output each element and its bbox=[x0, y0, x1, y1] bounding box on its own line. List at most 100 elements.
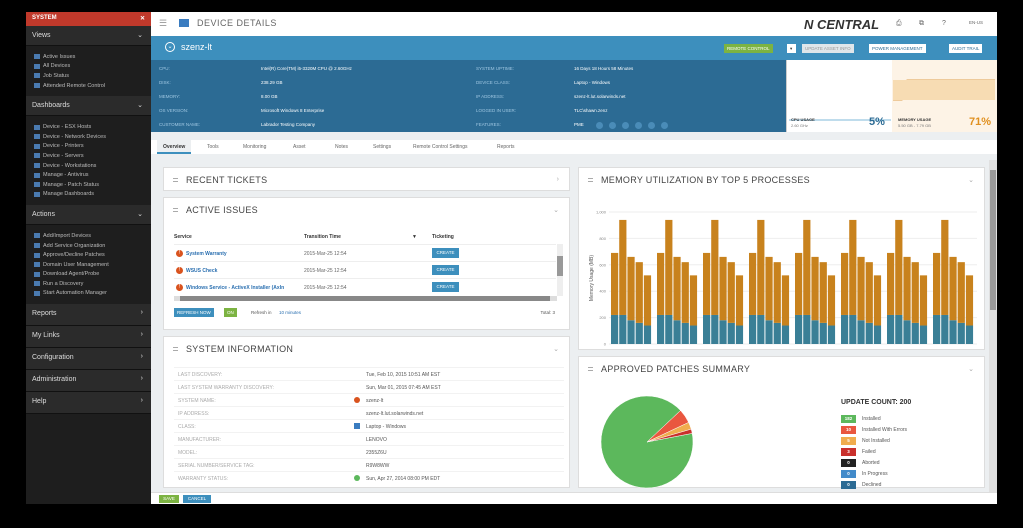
sidebar-item-add-import-devices[interactable]: Add/Import Devices bbox=[34, 231, 151, 241]
bar-segment[interactable] bbox=[673, 256, 681, 321]
bar-segment[interactable] bbox=[865, 322, 873, 344]
tab-reports[interactable]: Reports bbox=[497, 144, 515, 150]
close-icon[interactable]: ✕ bbox=[139, 16, 145, 22]
bar-segment[interactable] bbox=[781, 325, 790, 344]
bar-segment[interactable] bbox=[773, 262, 781, 323]
bar-segment[interactable] bbox=[673, 320, 681, 344]
update-asset-button[interactable]: UPDATE ASSET INFO bbox=[802, 44, 854, 53]
bar-segment[interactable] bbox=[849, 219, 857, 315]
bar-segment[interactable] bbox=[895, 314, 903, 344]
table-row[interactable]: ! System Warranty 2015-Mar-25 12:54 CREATE bbox=[174, 244, 556, 261]
sidebar-item-active-issues[interactable]: Active Issues bbox=[34, 52, 151, 62]
bar-segment[interactable] bbox=[657, 252, 665, 315]
issues-scrollbar[interactable] bbox=[557, 244, 563, 296]
bar-segment[interactable] bbox=[711, 219, 719, 315]
feature-icon[interactable] bbox=[596, 122, 603, 129]
bar-segment[interactable] bbox=[689, 325, 698, 344]
chevron-right-icon[interactable]: › bbox=[556, 176, 559, 183]
sidebar-item-domain-user-management[interactable]: Domain User Management bbox=[34, 260, 151, 270]
print-icon[interactable]: ⎙ bbox=[896, 20, 902, 27]
bar-segment[interactable] bbox=[941, 219, 949, 315]
bar-segment[interactable] bbox=[665, 219, 673, 315]
bar-segment[interactable] bbox=[903, 320, 911, 344]
pie-slice-failed[interactable] bbox=[646, 428, 693, 443]
bar-segment[interactable] bbox=[841, 314, 849, 344]
drag-handle-icon[interactable] bbox=[173, 178, 178, 182]
bar-segment[interactable] bbox=[911, 322, 919, 344]
sidebar-section-administration[interactable]: Administration › bbox=[26, 370, 151, 393]
chevron-down-icon[interactable]: ⌄ bbox=[968, 177, 974, 184]
table-row[interactable]: ! WSUS Check 2015-Mar-25 12:54 CREATE bbox=[174, 261, 556, 278]
sidebar-item-device-network-devices[interactable]: Device - Network Devices bbox=[34, 132, 151, 142]
sidebar-item-download-agent-probe[interactable]: Download Agent/Probe bbox=[34, 270, 151, 280]
bar-segment[interactable] bbox=[933, 314, 941, 344]
bar-segment[interactable] bbox=[933, 252, 941, 315]
issues-h-scrollbar[interactable] bbox=[174, 296, 557, 301]
column-ticketing[interactable]: Ticketing bbox=[432, 234, 454, 240]
bar-segment[interactable] bbox=[827, 325, 836, 344]
sidebar-item-device-esx-hosts[interactable]: Device - ESX Hosts bbox=[34, 122, 151, 132]
bar-segment[interactable] bbox=[941, 314, 949, 344]
bar-segment[interactable] bbox=[857, 256, 865, 321]
service-link[interactable]: Windows Service - ActiveX Installer (AxI… bbox=[186, 285, 285, 291]
auto-refresh-toggle[interactable]: ON bbox=[224, 308, 237, 317]
tab-monitoring[interactable]: Monitoring bbox=[243, 144, 267, 150]
sidebar-item-start-automation-manager[interactable]: Start Automation Manager bbox=[34, 289, 151, 299]
bar-segment[interactable] bbox=[611, 252, 619, 315]
bar-segment[interactable] bbox=[689, 275, 698, 326]
sidebar-item-device-workstations[interactable]: Device - Workstations bbox=[34, 161, 151, 171]
tab-notes[interactable]: Notes bbox=[335, 144, 349, 150]
bar-segment[interactable] bbox=[795, 314, 803, 344]
sidebar-item-manage-patch-status[interactable]: Manage - Patch Status bbox=[34, 180, 151, 190]
feature-icon[interactable] bbox=[661, 122, 668, 129]
tab-tools[interactable]: Tools bbox=[207, 144, 219, 150]
bar-segment[interactable] bbox=[865, 262, 873, 323]
bar-segment[interactable] bbox=[903, 256, 911, 321]
chevron-down-icon[interactable]: ⌄ bbox=[165, 42, 175, 52]
bar-segment[interactable] bbox=[819, 262, 827, 323]
sidebar-item-run-a-discovery[interactable]: Run a Discovery bbox=[34, 279, 151, 289]
bar-segment[interactable] bbox=[749, 314, 757, 344]
bar-segment[interactable] bbox=[627, 320, 635, 344]
bar-segment[interactable] bbox=[949, 256, 957, 321]
bar-segment[interactable] bbox=[711, 314, 719, 344]
bar-segment[interactable] bbox=[665, 314, 673, 344]
bar-segment[interactable] bbox=[703, 314, 711, 344]
bar-segment[interactable] bbox=[719, 256, 727, 321]
bar-segment[interactable] bbox=[957, 322, 965, 344]
sidebar-item-manage-dashboards[interactable]: Manage Dashboards bbox=[34, 190, 151, 200]
bar-segment[interactable] bbox=[803, 314, 811, 344]
bar-segment[interactable] bbox=[681, 262, 689, 323]
bar-segment[interactable] bbox=[841, 252, 849, 315]
bar-segment[interactable] bbox=[703, 252, 711, 315]
feature-icon[interactable] bbox=[648, 122, 655, 129]
sidebar-item-manage-antivirus[interactable]: Manage - Antivirus bbox=[34, 170, 151, 180]
bar-segment[interactable] bbox=[635, 322, 643, 344]
bar-segment[interactable] bbox=[803, 219, 811, 315]
bar-segment[interactable] bbox=[681, 322, 689, 344]
bar-segment[interactable] bbox=[765, 320, 773, 344]
bar-segment[interactable] bbox=[635, 262, 643, 323]
bar-segment[interactable] bbox=[735, 275, 744, 326]
remote-control-dropdown[interactable]: ▾ bbox=[787, 44, 796, 53]
sidebar-section-configuration[interactable]: Configuration › bbox=[26, 348, 151, 371]
column-transition-time[interactable]: Transition Time bbox=[304, 234, 341, 240]
tab-overview[interactable]: Overview bbox=[157, 140, 192, 154]
power-management-button[interactable]: POWER MANAGEMENT bbox=[869, 44, 926, 53]
bar-segment[interactable] bbox=[811, 256, 819, 321]
bar-segment[interactable] bbox=[919, 325, 928, 344]
bar-segment[interactable] bbox=[619, 314, 627, 344]
bar-segment[interactable] bbox=[627, 256, 635, 321]
bar-segment[interactable] bbox=[873, 325, 882, 344]
bar-segment[interactable] bbox=[857, 320, 865, 344]
bar-segment[interactable] bbox=[957, 262, 965, 323]
save-button[interactable]: SAVE bbox=[159, 495, 179, 503]
cancel-button[interactable]: CANCEL bbox=[183, 495, 211, 503]
tab-remote-control-settings[interactable]: Remote Control Settings bbox=[413, 144, 468, 150]
bar-segment[interactable] bbox=[811, 320, 819, 344]
bar-segment[interactable] bbox=[727, 322, 735, 344]
bar-segment[interactable] bbox=[911, 262, 919, 323]
bar-segment[interactable] bbox=[919, 275, 928, 326]
bar-segment[interactable] bbox=[887, 314, 895, 344]
help-icon[interactable]: ? bbox=[942, 20, 946, 27]
